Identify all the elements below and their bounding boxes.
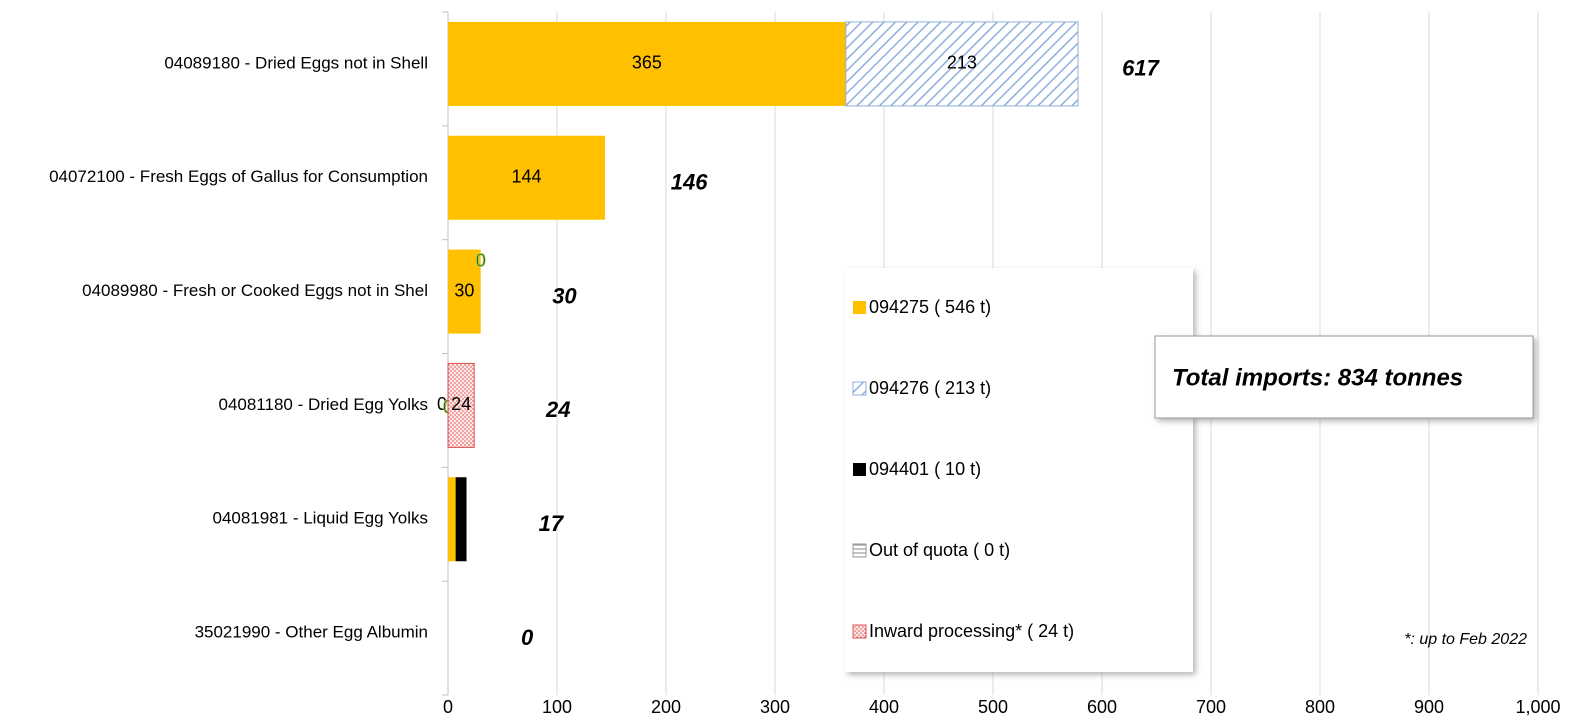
data-label: 144 (511, 167, 541, 187)
legend-label: Out of quota ( 0 t) (869, 540, 1010, 560)
data-label: 365 (632, 53, 662, 73)
data-label: 30 (454, 280, 474, 300)
bar-segment (455, 477, 467, 562)
y-tick-label: 04081981 - Liquid Egg Yolks (212, 509, 428, 528)
y-tick-label: 04072100 - Fresh Eggs of Gallus for Cons… (49, 167, 428, 186)
total-label: 0 (521, 625, 534, 650)
legend: 094275 ( 546 t) 094276 ( 213 t) 094401 ( 1… (845, 268, 1193, 672)
x-tick-label: 300 (760, 697, 790, 717)
x-tick-label: 500 (978, 697, 1008, 717)
data-label: 213 (947, 53, 977, 73)
x-tick-label: 200 (651, 697, 681, 717)
footnote: *: up to Feb 2022 (1404, 631, 1527, 648)
y-tick-label: 35021990 - Other Egg Albumin (195, 623, 428, 642)
annotation-box (1154, 335, 1534, 419)
legend-swatch (852, 543, 867, 558)
legend-swatch (852, 381, 867, 396)
bar-segment (447, 362, 475, 448)
x-tick-label: 600 (1087, 697, 1117, 717)
x-tick-label: 400 (869, 697, 899, 717)
legend-label: 094276 ( 213 t) (869, 378, 991, 398)
total-label: 30 (552, 283, 577, 308)
y-tick-label: 04081180 - Dried Egg Yolks (218, 395, 428, 414)
legend-box (845, 268, 1193, 672)
total-label: 24 (545, 397, 570, 422)
legend-label: 094275 ( 546 t) (869, 297, 991, 317)
x-tick-label: 700 (1196, 697, 1226, 717)
total-label: 617 (1122, 56, 1160, 81)
legend-label: Inward processing* ( 24 t) (869, 621, 1074, 641)
total-label: 146 (671, 170, 708, 195)
x-tick-label: 800 (1305, 697, 1335, 717)
x-tick-label: 100 (542, 697, 572, 717)
x-tick-label: 1,000 (1515, 697, 1560, 717)
y-tick-label: 04089980 - Fresh or Cooked Eggs not in S… (82, 281, 428, 300)
legend-swatch (853, 301, 866, 314)
y-tick-label: 04089180 - Dried Eggs not in Shell (164, 53, 428, 72)
data-label: 24 (451, 394, 471, 414)
x-tick-label: 0 (443, 697, 453, 717)
legend-swatch (852, 624, 867, 639)
legend-label: 094401 ( 10 t) (869, 459, 981, 479)
data-label: 0 (437, 394, 447, 414)
bar-segment (448, 21, 846, 106)
bar-segment (448, 135, 605, 220)
annotation: Total imports: 834 tonnes (1172, 364, 1463, 391)
x-tick-label: 900 (1414, 697, 1444, 717)
data-label: 0 (476, 250, 486, 270)
bar-segment (448, 477, 456, 562)
total-label: 17 (539, 511, 565, 536)
bar-segment (845, 21, 1079, 107)
bar-segment (448, 249, 481, 334)
legend-swatch (853, 463, 866, 476)
